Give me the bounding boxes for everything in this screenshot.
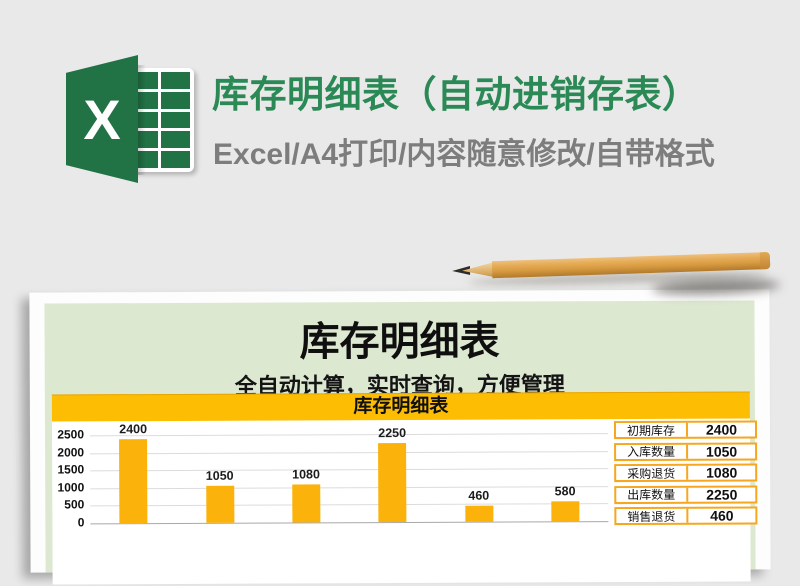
bar-chart-plot: 2400 1050 1080 2250 460 580 <box>90 419 609 541</box>
bar-data-label: 460 <box>468 488 490 503</box>
y-axis-tick-label: 0 <box>77 515 85 530</box>
logo-grid-cell <box>160 131 190 149</box>
excel-logo-icon: X <box>62 55 204 185</box>
y-axis-tick-label: 500 <box>64 497 85 512</box>
product-title: 库存明细表（自动进销存表） <box>212 74 700 115</box>
row-label: 初期库存 <box>615 422 689 438</box>
sheet-title: 库存明细表 <box>299 319 500 365</box>
chart-widget: 库存明细表 2500 2000 1500 1000 500 0 2400 1050 1080 2… <box>51 391 758 585</box>
bar-data-label: 1050 <box>205 468 234 483</box>
table-row: 初期库存 2400 <box>613 420 758 440</box>
y-axis-tick-label: 2500 <box>57 427 85 442</box>
product-subtitle: Excel/A4打印/内容随意修改/自带格式 <box>213 138 715 171</box>
table-row: 入库数量 1050 <box>614 441 758 461</box>
document-preview-sheet: 库存明细表 全自动计算，实时查询，方便管理 库存明细表 2500 2000 1500… <box>29 289 771 585</box>
chart-y-axis: 2500 2000 1500 1000 500 0 <box>52 421 87 541</box>
table-row: 采购退货 1080 <box>614 463 758 483</box>
gridline <box>90 521 609 525</box>
row-label: 入库数量 <box>616 444 689 459</box>
row-label: 销售退货 <box>616 508 689 524</box>
logo-grid-cell <box>160 111 190 129</box>
bar <box>551 500 580 522</box>
gridline <box>90 485 609 490</box>
pencil-end-cap <box>759 252 771 270</box>
table-row: 出库数量 2250 <box>614 484 758 504</box>
bar-data-label: 2400 <box>119 421 148 436</box>
bar <box>119 438 148 524</box>
y-axis-tick-label: 1500 <box>57 462 85 477</box>
preview-green-panel: 库存明细表 全自动计算，实时查询，方便管理 库存明细表 2500 2000 1500… <box>44 300 758 585</box>
hero-section: X 库存明细表（自动进销存表） Excel/A4打印/内容随意修改/自带格式 <box>0 0 800 290</box>
y-axis-tick-label: 2000 <box>57 444 85 460</box>
logo-grid-cell <box>160 91 190 109</box>
y-axis-tick-label: 1000 <box>57 480 85 495</box>
chart-and-table-area: 2500 2000 1500 1000 500 0 2400 1050 1080 2250 460… <box>52 418 758 585</box>
gridline <box>90 468 609 472</box>
excel-x-flap: X <box>66 55 138 183</box>
bar-data-label: 2250 <box>378 425 407 440</box>
pencil-wood-cone <box>462 262 494 278</box>
row-value: 1080 <box>706 464 738 481</box>
bar-data-label: 1080 <box>292 467 320 482</box>
chart-title-bar: 库存明细表 <box>51 391 750 422</box>
bar <box>292 484 321 523</box>
row-value: 2400 <box>705 421 738 438</box>
gridline <box>90 503 609 507</box>
summary-table: 初期库存 2400 入库数量 1050 采购退货 1080 出库数量 2250 销售退货 460 <box>613 420 758 528</box>
row-value: 1050 <box>705 443 738 460</box>
bar <box>378 442 407 523</box>
logo-grid-cell <box>160 151 190 168</box>
bar <box>464 505 493 522</box>
bar <box>205 485 234 523</box>
gridline <box>90 450 609 454</box>
gridline <box>90 433 609 437</box>
row-label: 采购退货 <box>616 465 689 481</box>
excel-x-glyph: X <box>83 87 121 151</box>
bar-data-label: 580 <box>554 483 576 498</box>
row-label: 出库数量 <box>616 487 689 502</box>
row-value: 460 <box>710 507 734 524</box>
row-value: 2250 <box>706 486 738 503</box>
table-row: 销售退货 460 <box>614 506 758 526</box>
logo-grid-cell <box>160 72 190 89</box>
